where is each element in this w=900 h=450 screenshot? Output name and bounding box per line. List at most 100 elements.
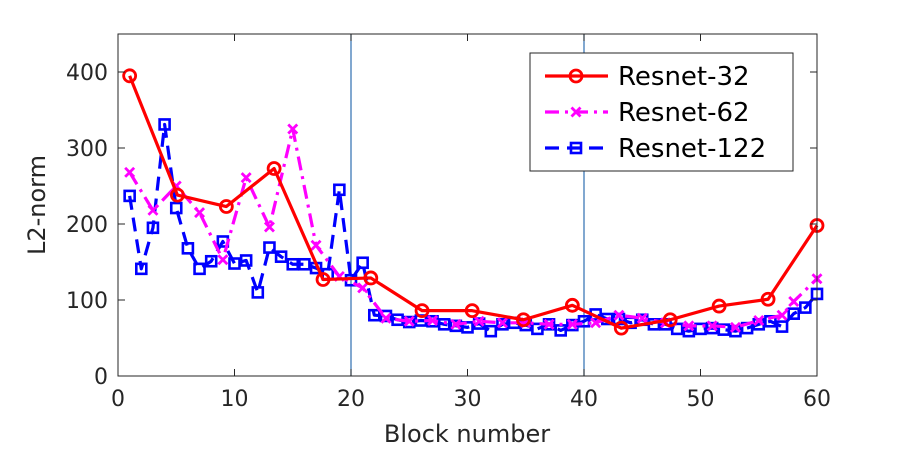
legend-label-resnet-62: Resnet-62 <box>618 98 750 128</box>
data-point-resnet-62 <box>427 315 439 327</box>
data-point-resnet-122 <box>670 322 684 336</box>
data-point-resnet-122 <box>449 319 463 333</box>
data-point-resnet-122 <box>461 321 474 334</box>
data-point-resnet-32 <box>662 312 678 328</box>
data-point-resnet-62 <box>357 282 369 294</box>
data-point-resnet-62 <box>566 318 578 330</box>
x-tick-label: 50 <box>687 387 715 412</box>
series-line-resnet-122 <box>128 122 819 333</box>
data-point-resnet-122 <box>577 314 591 328</box>
legend-marker-resnet-122 <box>569 141 583 155</box>
data-point-resnet-32 <box>414 303 430 319</box>
y-axis-title: L2-norm <box>23 155 51 255</box>
data-point-resnet-62 <box>636 312 648 324</box>
x-tick-label: 20 <box>337 387 365 412</box>
data-point-resnet-62 <box>124 166 136 178</box>
data-point-resnet-62 <box>263 221 275 233</box>
data-point-resnet-122 <box>193 262 206 276</box>
axes: 0 10 20 30 40 50 60 0 100 200 300 400 <box>66 34 831 412</box>
data-point-resnet-62 <box>450 318 462 330</box>
y-tick-label: 300 <box>66 137 108 162</box>
data-point-resnet-122 <box>274 250 288 263</box>
data-point-resnet-32 <box>711 298 727 314</box>
data-point-resnet-122 <box>367 308 381 322</box>
data-point-resnet-32 <box>613 320 629 336</box>
data-point-resnet-122 <box>239 254 253 267</box>
data-point-resnet-62 <box>788 296 800 308</box>
legend-marker-resnet-62 <box>570 106 582 118</box>
data-point-resnet-122 <box>169 201 183 215</box>
data-point-resnet-62 <box>240 172 252 184</box>
data-point-resnet-32 <box>122 68 138 84</box>
data-point-resnet-62 <box>496 317 508 329</box>
data-point-resnet-62 <box>403 315 415 327</box>
data-point-resnet-122 <box>298 257 311 271</box>
data-point-resnet-62 <box>590 317 602 329</box>
data-point-resnet-122 <box>775 320 789 333</box>
data-point-resnet-122 <box>146 221 160 235</box>
data-point-resnet-32 <box>516 312 531 328</box>
data-point-resnet-62 <box>217 254 229 266</box>
data-point-resnet-32 <box>363 270 379 286</box>
data-point-resnet-32 <box>266 161 282 176</box>
data-point-resnet-32 <box>564 297 580 313</box>
legend-marker-resnet-32 <box>568 68 584 84</box>
data-point-resnet-122 <box>356 256 369 270</box>
data-point-resnet-122 <box>251 286 265 299</box>
data-point-resnet-122 <box>531 322 544 336</box>
legend-label-resnet-32: Resnet-32 <box>618 62 750 92</box>
series-line-resnet-32 <box>128 75 819 330</box>
series-layer <box>122 68 825 338</box>
data-point-resnet-62 <box>543 318 555 330</box>
x-axis-title: Block number <box>384 420 550 448</box>
y-tick-label: 400 <box>66 61 108 86</box>
x-tick-label: 40 <box>570 387 598 412</box>
data-point-resnet-32 <box>218 199 234 214</box>
data-point-resnet-32 <box>464 303 480 319</box>
data-point-resnet-122 <box>379 309 393 323</box>
y-tick-label: 0 <box>94 365 108 390</box>
data-point-resnet-122 <box>787 307 801 320</box>
x-tick-label: 0 <box>111 387 125 412</box>
data-point-resnet-62 <box>310 239 322 251</box>
data-point-resnet-122 <box>263 241 276 254</box>
data-point-resnet-62 <box>613 309 625 321</box>
data-point-resnet-62 <box>287 123 299 135</box>
data-point-resnet-62 <box>473 315 485 327</box>
data-point-resnet-122 <box>135 262 148 276</box>
data-point-resnet-62 <box>147 204 159 216</box>
data-point-resnet-62 <box>683 320 695 332</box>
legend-box <box>529 52 794 172</box>
legend-label-resnet-122: Resnet-122 <box>618 134 766 164</box>
data-point-resnet-122 <box>123 189 136 203</box>
data-point-resnet-32 <box>760 291 776 307</box>
data-point-resnet-122 <box>705 321 719 335</box>
data-point-resnet-122 <box>181 242 195 255</box>
data-point-resnet-122 <box>717 323 731 336</box>
y-tick-label: 200 <box>66 213 108 238</box>
data-point-resnet-122 <box>204 254 218 268</box>
x-tick-label: 30 <box>454 387 482 412</box>
data-point-resnet-122 <box>484 324 498 338</box>
data-point-resnet-122 <box>472 317 486 330</box>
y-tick-label: 100 <box>66 289 108 314</box>
series-resnet-122 <box>123 118 824 338</box>
data-point-resnet-122 <box>228 257 241 270</box>
data-point-resnet-122 <box>333 183 346 197</box>
data-point-resnet-122 <box>694 322 707 336</box>
data-point-resnet-62 <box>706 320 718 332</box>
data-point-resnet-62 <box>194 207 206 219</box>
data-point-resnet-122 <box>496 318 509 331</box>
legend: Resnet-32 Resnet-62 Resnet-122 <box>529 52 794 172</box>
data-point-resnet-62 <box>729 321 741 333</box>
series-resnet-32 <box>122 68 825 336</box>
data-point-resnet-32 <box>170 187 185 203</box>
data-point-resnet-62 <box>776 309 788 321</box>
x-tick-label: 60 <box>803 387 831 412</box>
series-resnet-62 <box>124 123 823 333</box>
data-point-resnet-122 <box>799 301 812 314</box>
data-point-resnet-122 <box>158 118 171 131</box>
data-point-resnet-62 <box>380 312 392 324</box>
data-point-resnet-62 <box>753 315 765 327</box>
